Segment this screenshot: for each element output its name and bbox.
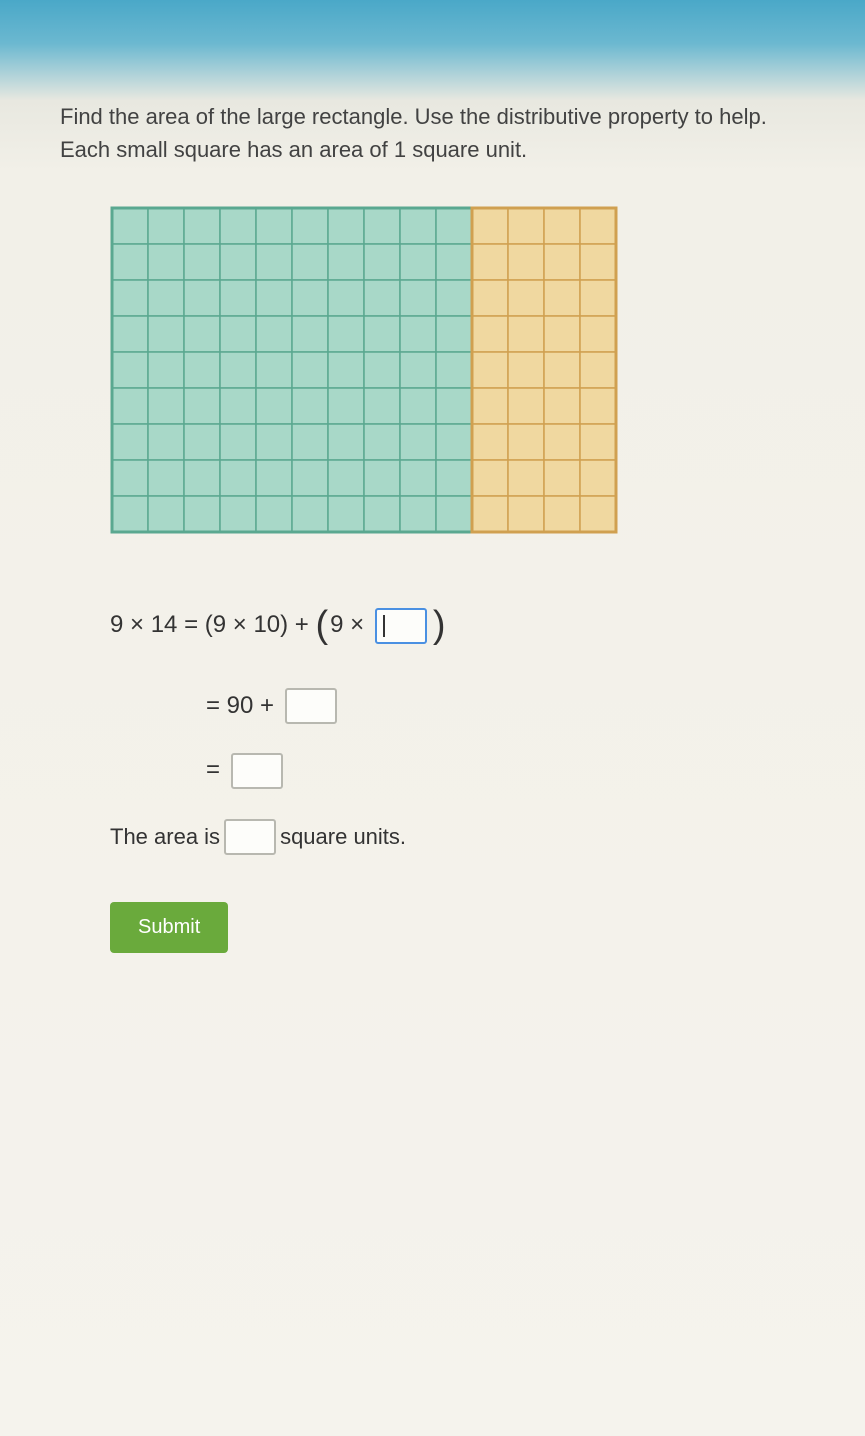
close-paren: ) [433, 584, 446, 668]
equation-line-3: = [206, 744, 815, 797]
submit-button[interactable]: Submit [110, 902, 228, 953]
answer-suffix: square units. [280, 813, 406, 861]
input-addend[interactable] [285, 688, 337, 724]
eq3-prefix: = [206, 744, 227, 797]
instruction-text: Find the area of the large rectangle. Us… [60, 100, 815, 166]
input-final-area[interactable] [224, 819, 276, 855]
main-content: Find the area of the large rectangle. Us… [0, 0, 865, 993]
input-sum[interactable] [231, 753, 283, 789]
eq1-paren-text: 9 × [330, 599, 371, 652]
rectangle-grid-svg [110, 206, 618, 534]
equation-block: 9 × 14 = (9 × 10) + ( 9 × ) = 90 + = The… [110, 584, 815, 953]
eq1-lhs: 9 × 14 = [110, 599, 198, 652]
answer-prefix: The area is [110, 813, 220, 861]
eq2-prefix: = 90 + [206, 680, 281, 733]
equation-line-1: 9 × 14 = (9 × 10) + ( 9 × ) [110, 584, 815, 668]
input-multiplier[interactable] [375, 608, 427, 644]
open-paren: ( [315, 584, 328, 668]
answer-line: The area is square units. [110, 813, 815, 861]
area-grid [110, 206, 815, 534]
eq1-mid: (9 × 10) + [198, 599, 315, 652]
equation-line-2: = 90 + [206, 680, 815, 733]
